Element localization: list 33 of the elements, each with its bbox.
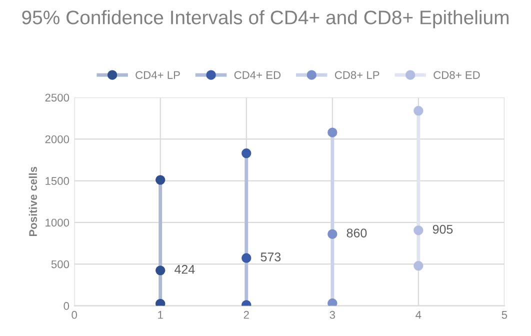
legend-label: CD8+ ED xyxy=(434,71,480,79)
point xyxy=(328,298,338,306)
data-label: 860 xyxy=(346,228,367,238)
x-tick-label: 3 xyxy=(330,310,336,319)
y-tick-label: 2500 xyxy=(45,94,70,102)
data-label: 424 xyxy=(174,264,195,274)
point xyxy=(328,229,338,239)
point xyxy=(414,260,424,271)
point xyxy=(414,106,424,116)
y-tick-label: 1000 xyxy=(46,218,70,227)
legend-label: CD4+ LP xyxy=(136,71,180,79)
point xyxy=(156,266,166,276)
y-tick-label: 2000 xyxy=(45,135,70,144)
x-tick-label: 4 xyxy=(416,311,422,319)
x-tick-label: 0 xyxy=(72,310,77,319)
point xyxy=(242,253,252,263)
point xyxy=(156,298,166,306)
x-tick-label: 2 xyxy=(244,310,249,319)
point xyxy=(414,225,424,236)
legend-label: CD8+ LP xyxy=(334,71,380,79)
point xyxy=(242,148,252,158)
point xyxy=(328,128,338,138)
y-tick-label: 0 xyxy=(64,302,70,310)
chart-title: 95% Confidence Intervals of CD4+ and CD8+ Epithelium xyxy=(22,10,508,28)
x-tick-label: 1 xyxy=(158,311,163,319)
y-tick-label: 1500 xyxy=(46,177,70,185)
point xyxy=(156,175,166,185)
y-axis-title: Positive cells xyxy=(28,166,38,236)
legend-label: CD4+ ED xyxy=(234,71,281,79)
data-label: 905 xyxy=(432,224,453,234)
y-tick-label: 500 xyxy=(51,260,70,268)
data-label: 573 xyxy=(260,252,281,262)
x-tick-label: 5 xyxy=(502,311,508,319)
